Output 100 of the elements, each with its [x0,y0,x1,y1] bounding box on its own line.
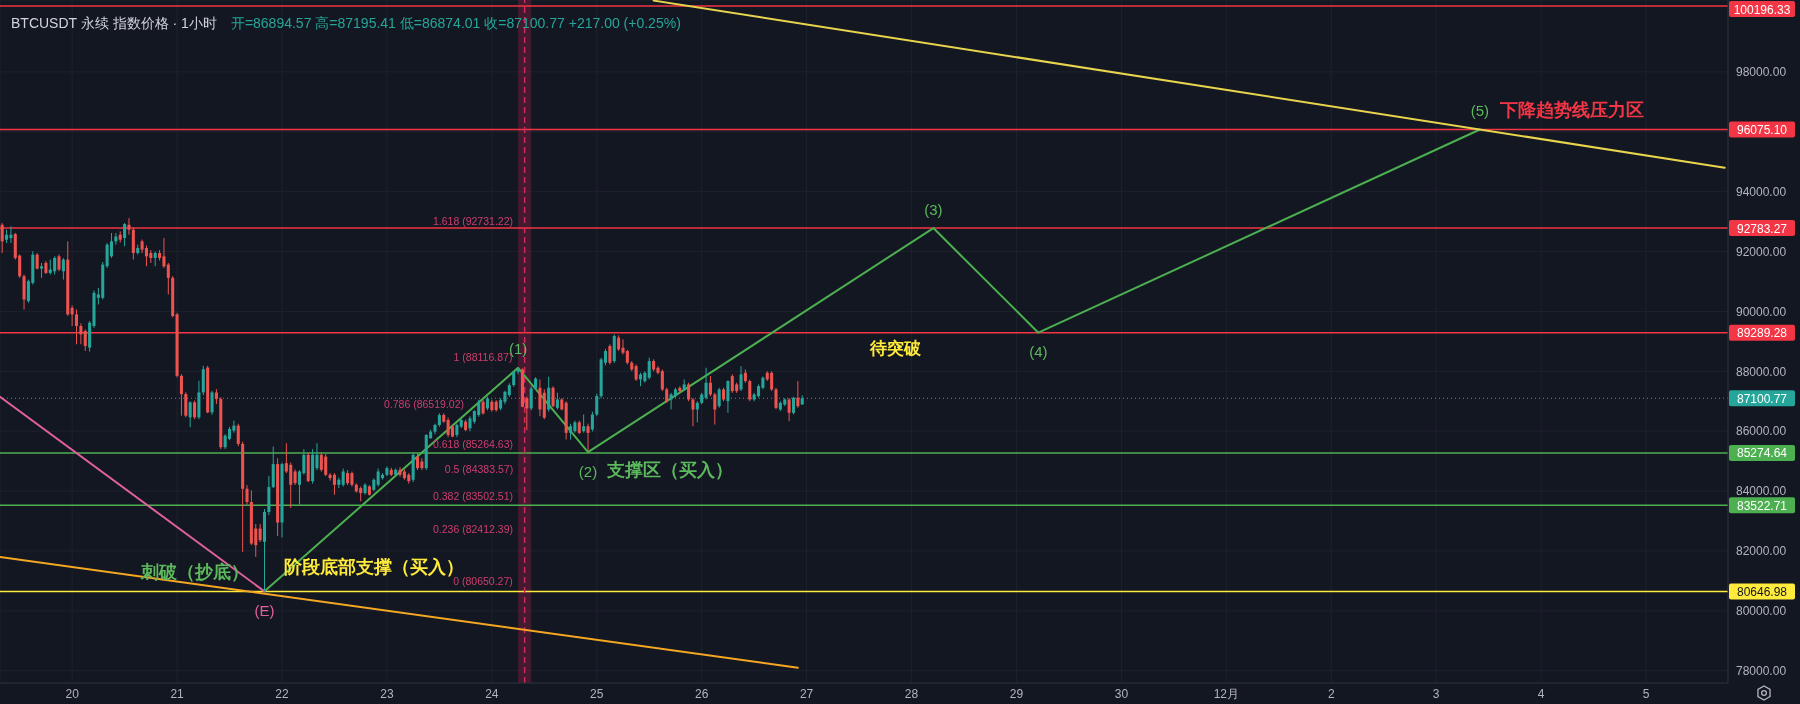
annotation: (4) [1029,343,1048,361]
candlestick [446,417,450,438]
x-tick-label: 28 [904,686,919,701]
ref-line-label: 80646.98 [1736,584,1788,599]
candlestick [131,227,135,261]
x-tick-label: 27 [799,686,814,701]
candlestick [770,370,774,392]
y-tick-label: 88000.00 [1736,364,1787,379]
candlestick [123,222,127,247]
ref-line-label: 96075.10 [1736,123,1788,137]
candlestick [105,242,109,269]
candlestick [236,423,240,447]
x-tick-label: 4 [1537,686,1545,701]
candlestick [61,257,65,281]
x-tick-label: 12月 [1213,686,1239,701]
candlestick [9,225,13,244]
annotation: 0.236 (82412.39) [433,523,513,535]
candlestick [398,466,402,478]
candlestick [210,390,214,416]
candlestick [70,304,74,327]
annotation: (E) [254,601,275,619]
x-tick-label: 3 [1432,686,1440,701]
candlestick [739,365,743,392]
annotation: (5) [1470,102,1490,119]
x-tick-label: 30 [1114,686,1129,701]
candlestick [53,255,57,276]
candlestick [324,453,328,477]
ref-line-label: 87100.77 [1736,391,1788,406]
ref-line-label: 85274.64 [1736,446,1788,461]
candlestick [516,367,520,375]
annotation: 下降趋势线压力区 [1499,100,1644,120]
annotation: (3) [924,200,943,218]
candlestick [188,400,192,428]
candlestick [730,373,734,394]
candlestick [529,385,533,411]
x-tick-label: 2 [1327,686,1335,701]
candlestick [332,472,336,496]
candlestick [328,472,332,482]
y-tick-label: 82000.00 [1736,544,1787,559]
y-tick-label: 92000.00 [1736,244,1787,259]
y-tick-label: 90000.00 [1736,304,1787,319]
x-tick-label: 20 [65,686,80,701]
y-tick-label: 94000.00 [1736,184,1787,199]
x-tick-label: 29 [1009,686,1024,701]
x-tick-label: 22 [275,686,289,701]
ref-line-label: 83522.71 [1736,498,1788,513]
candlestick [83,328,87,352]
annotation: 1.618 (92731.22) [433,215,513,227]
candlestick [586,423,590,452]
annotation: 待突破 [868,338,922,358]
candlestick [796,380,800,409]
candlestick [687,382,691,402]
x-tick-label: 26 [695,686,709,701]
annotation: 0.786 (86519.02) [384,398,464,410]
candlestick [184,391,188,418]
candlestick [127,217,131,236]
annotation: 0.618 (85264.63) [433,438,513,450]
candlestick [787,397,791,422]
candlestick [166,262,170,295]
candlestick [179,373,183,417]
candlestick [774,387,778,410]
candlestick [695,400,699,423]
candlestick [193,400,197,420]
ref-line-label: 89289.28 [1736,326,1788,341]
y-tick-label: 84000.00 [1736,484,1787,499]
candlestick [420,457,424,471]
candlestick [608,343,612,365]
text: BTCUSDT 永续 指数价格 · 1小时 [11,15,217,33]
y-tick-label: 86000.00 [1736,424,1787,439]
x-tick-label: 21 [170,686,185,701]
candlestick [726,379,730,414]
candlestick [669,392,673,410]
candlestick [551,385,555,408]
ref-line-label: 92783.27 [1736,221,1788,236]
candlestick [22,274,26,310]
candlestick [647,357,651,380]
candlestick [74,308,79,345]
x-tick-label: 25 [590,686,604,701]
x-tick-label: 24 [485,686,499,701]
candlestick [538,378,542,417]
candlestick [319,451,323,473]
candlestick [691,397,695,427]
y-tick-label: 80000.00 [1736,604,1787,619]
candlestick [245,484,249,506]
annotation: (2) [578,462,598,480]
candlestick [144,245,148,267]
y-tick-label: 78000.00 [1736,663,1787,678]
ref-line-label: 100196.33 [1733,2,1791,17]
candlestick [162,237,166,269]
candlestick [289,462,293,509]
candlestick [590,411,594,432]
annotation: 0.5 (84383.57) [444,463,514,475]
candlestick [271,446,275,489]
candlestick [708,375,712,397]
y-tick-label: 98000.00 [1736,65,1787,80]
annotation: 0.382 (83502.51) [433,490,513,502]
candlestick [79,322,83,345]
candlestick [717,387,721,409]
candlestick [660,369,664,392]
candlestick [748,379,752,402]
